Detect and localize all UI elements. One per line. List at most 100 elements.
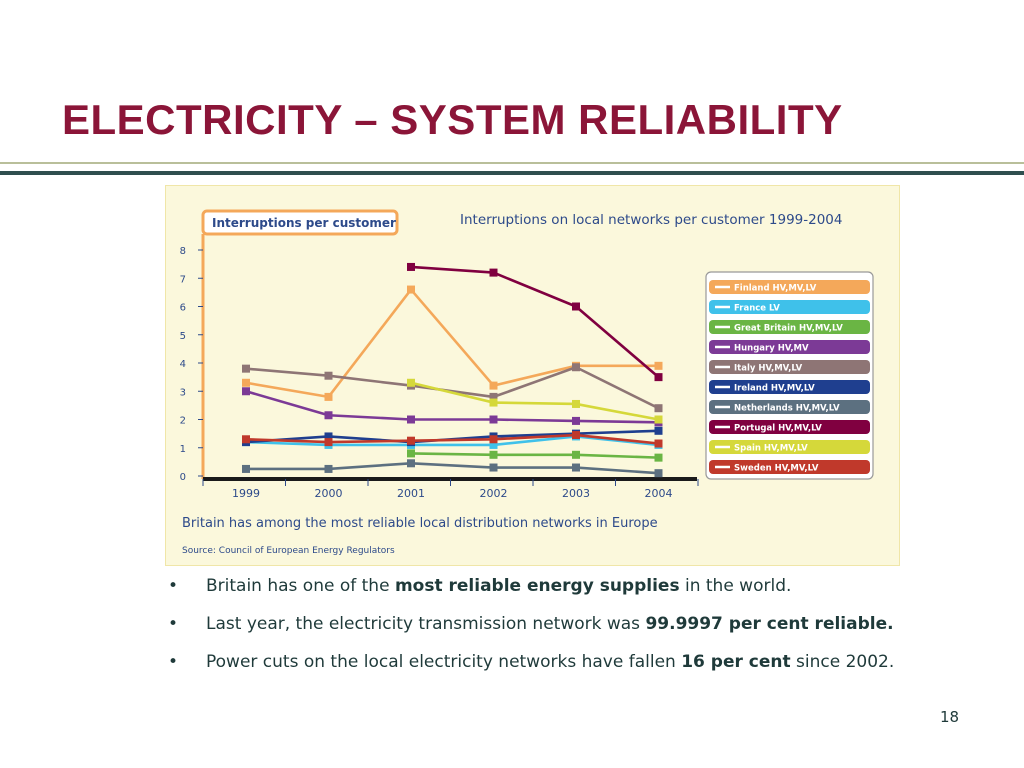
y-tick-label: 1: [180, 444, 186, 455]
data-point: [489, 435, 498, 444]
legend-label: Hungary HV,MV: [734, 344, 809, 354]
legend-swatch: [709, 420, 870, 434]
x-tick-label: 2002: [480, 487, 508, 500]
legend-label: Netherlands HV,MV,LV: [734, 404, 840, 414]
legend-label: Italy HV,MV,LV: [734, 364, 803, 374]
legend-label: Ireland HV,MV,LV: [734, 384, 815, 394]
data-point: [242, 435, 250, 444]
bullet-text: Last year, the electricity transmission …: [206, 614, 646, 634]
chart-source: Source: Council of European Energy Regul…: [182, 546, 395, 556]
y-tick-label: 8: [180, 246, 186, 257]
series-line: [245, 288, 659, 399]
data-point: [489, 450, 498, 459]
data-point: [572, 463, 580, 472]
data-point: [407, 262, 415, 271]
chart-panel: Interruptions per customer Interruptions…: [165, 185, 900, 566]
data-point: [572, 302, 580, 311]
data-point: [324, 411, 333, 420]
legend-swatch: [709, 340, 870, 354]
data-point: [324, 432, 333, 441]
y-tick-label: 3: [180, 387, 186, 398]
data-point: [654, 453, 663, 462]
series-line: [245, 365, 660, 410]
data-point: [242, 387, 250, 396]
data-point: [489, 268, 498, 277]
legend-swatch: [709, 280, 870, 294]
bullet-item: • Last year, the electricity transmissio…: [168, 612, 956, 636]
legend-swatch: [709, 380, 870, 394]
legend-label: Finland HV,MV,LV: [734, 284, 817, 294]
series-line: [245, 435, 659, 447]
series-line: [410, 265, 660, 379]
data-point: [242, 364, 250, 373]
data-point: [654, 469, 663, 478]
data-point: [572, 363, 580, 372]
legend-swatch: [709, 440, 870, 454]
bullet-bold: 16 per cent: [681, 652, 791, 672]
chart-title: Interruptions on local networks per cust…: [460, 212, 842, 228]
y-tick-label: 0: [180, 472, 186, 483]
legend-label: Portugal HV,MV,LV: [734, 424, 822, 434]
data-point: [324, 371, 333, 380]
data-point: [407, 436, 415, 445]
legend-label: Spain HV,MV,LV: [734, 444, 808, 454]
chart-caption: Britain has among the most reliable loca…: [182, 516, 658, 531]
data-point: [572, 450, 580, 459]
bullet-dot: •: [168, 576, 179, 596]
legend-swatch: [709, 320, 870, 334]
data-point: [407, 415, 415, 424]
legend-swatch: [709, 400, 870, 414]
legend-label: France LV: [734, 304, 780, 314]
data-point: [407, 285, 415, 294]
data-point: [489, 381, 498, 390]
bullet-dot: •: [168, 614, 179, 634]
x-tick-label: 2001: [397, 487, 425, 500]
data-point: [654, 404, 663, 413]
bullet-text: since 2002.: [790, 652, 895, 672]
series-line: [246, 461, 659, 475]
title-rule-thick: [0, 171, 1024, 175]
data-point: [407, 449, 415, 458]
x-tick-label: 1999: [232, 487, 260, 500]
data-point: [572, 431, 580, 440]
series-line: [410, 452, 659, 459]
data-point: [654, 415, 663, 424]
y-tick-label: 6: [180, 303, 186, 314]
chart-svg: Interruptions per customer Interruptions…: [180, 209, 874, 556]
data-point: [572, 399, 580, 408]
data-point: [654, 426, 663, 435]
legend-swatch: [709, 300, 870, 314]
y-tick-label: 2: [180, 416, 186, 427]
data-point: [324, 464, 333, 473]
bullet-bold: 99.9997 per cent reliable.: [645, 614, 894, 634]
ylabel-box: [201, 209, 399, 236]
x-tick-label: 2004: [645, 487, 673, 500]
data-point: [489, 392, 498, 401]
data-point: [654, 361, 663, 370]
x-tick-label: 2000: [315, 487, 343, 500]
data-point: [654, 439, 663, 448]
legend-swatch: [709, 360, 870, 374]
bullet-item: • Britain has one of the most reliable e…: [168, 574, 956, 598]
legend-label: Sweden HV,MV,LV: [734, 464, 819, 474]
x-tick-label: 2003: [562, 487, 590, 500]
data-point: [324, 392, 333, 401]
y-tick-label: 5: [180, 331, 186, 342]
series-line: [245, 390, 659, 424]
chart-ylabel: Interruptions per customer: [212, 216, 396, 230]
y-tick-label: 4: [180, 359, 186, 370]
data-point: [407, 378, 415, 387]
data-point: [489, 398, 498, 407]
legend-swatch: [709, 460, 870, 474]
data-point: [489, 440, 498, 449]
data-point: [407, 459, 415, 468]
page-number: 18: [940, 708, 960, 726]
bullet-bold: most reliable energy supplies: [394, 576, 680, 596]
data-point: [489, 415, 498, 424]
legend-label: Great Britain HV,MV,LV: [734, 324, 843, 334]
data-point: [572, 416, 580, 425]
bullet-text: Britain has one of the: [206, 576, 395, 596]
series-line: [410, 381, 659, 421]
bullet-dot: •: [168, 652, 179, 672]
data-point: [324, 438, 333, 447]
